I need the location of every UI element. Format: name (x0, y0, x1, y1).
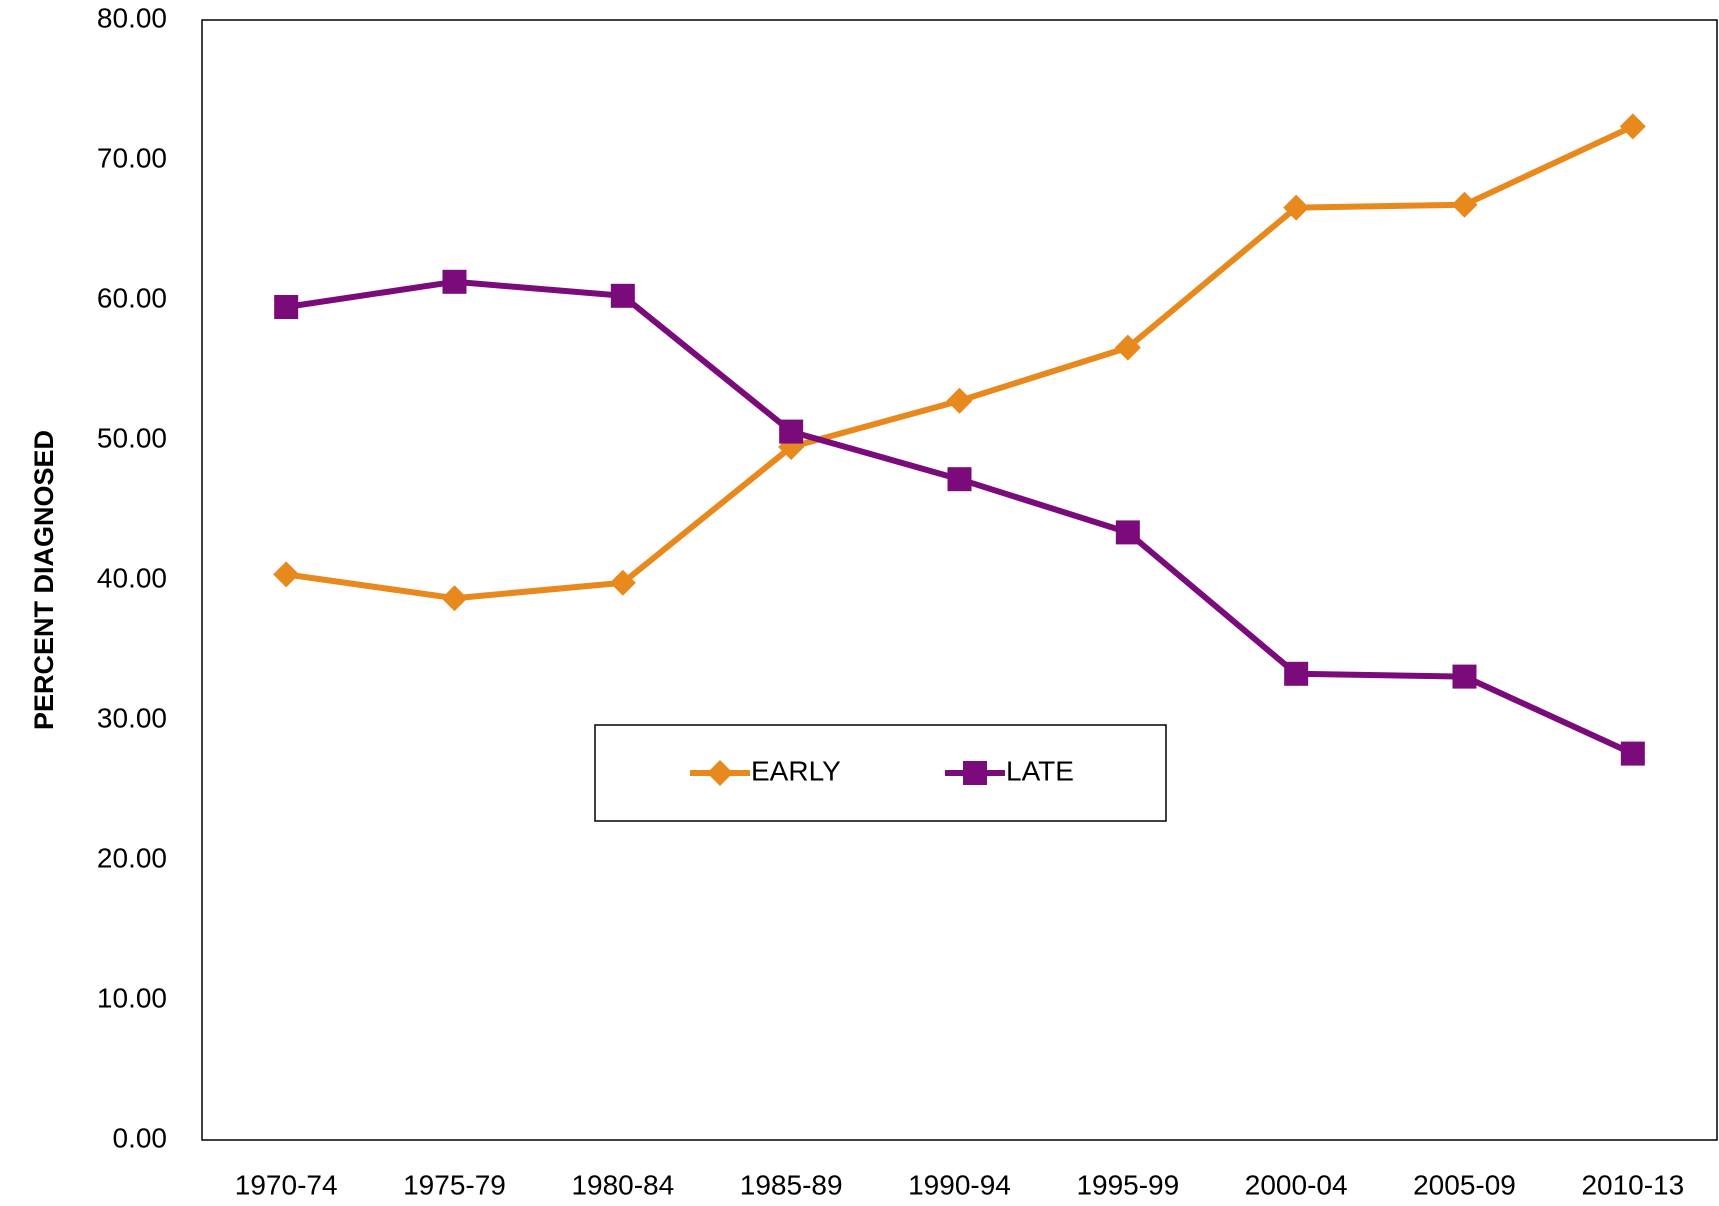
y-tick-label: 20.00 (97, 842, 167, 873)
x-tick-label: 1970-74 (235, 1169, 338, 1200)
series-line (285, 278, 1635, 757)
y-tick-label: 40.00 (97, 562, 167, 593)
x-tick-label: 2010-13 (1581, 1169, 1684, 1200)
y-tick-label: 50.00 (97, 422, 167, 453)
y-tick-label: 80.00 (97, 2, 167, 33)
legend-box (594, 724, 1167, 822)
marker (1114, 334, 1141, 361)
legend-marker (963, 761, 987, 785)
legend-marker (707, 760, 733, 786)
marker (1620, 741, 1645, 766)
y-tick-label: 10.00 (97, 982, 167, 1013)
marker (441, 585, 468, 612)
marker (1284, 661, 1309, 686)
x-tick-label: 1975-79 (403, 1169, 506, 1200)
x-tick-label: 1985-89 (740, 1169, 843, 1200)
x-tick-label: 1995-99 (1076, 1169, 1179, 1200)
marker (274, 295, 299, 319)
marker (610, 283, 635, 308)
legend-label: LATE (1006, 755, 1074, 786)
series-line (285, 123, 1635, 602)
marker (1451, 191, 1478, 218)
plot-frame (201, 19, 1718, 1141)
marker (442, 269, 467, 294)
x-tick-label: 1980-84 (571, 1169, 674, 1200)
marker (1452, 664, 1477, 689)
marker (1619, 113, 1646, 140)
y-tick-label: 70.00 (97, 142, 167, 173)
marker (609, 569, 636, 596)
x-tick-label: 1990-94 (908, 1169, 1011, 1200)
marker (779, 419, 804, 444)
y-axis-label: PERCENT DIAGNOSED (29, 430, 59, 730)
x-tick-label: 2005-09 (1413, 1169, 1516, 1200)
marker (946, 387, 973, 414)
marker (1115, 520, 1140, 545)
marker (1283, 194, 1310, 221)
x-tick-label: 2000-04 (1245, 1169, 1348, 1200)
marker (273, 561, 300, 588)
y-tick-label: 0.00 (113, 1122, 168, 1153)
y-tick-label: 30.00 (97, 702, 167, 733)
legend-label: EARLY (751, 755, 841, 786)
marker (947, 467, 972, 492)
y-tick-label: 60.00 (97, 282, 167, 313)
